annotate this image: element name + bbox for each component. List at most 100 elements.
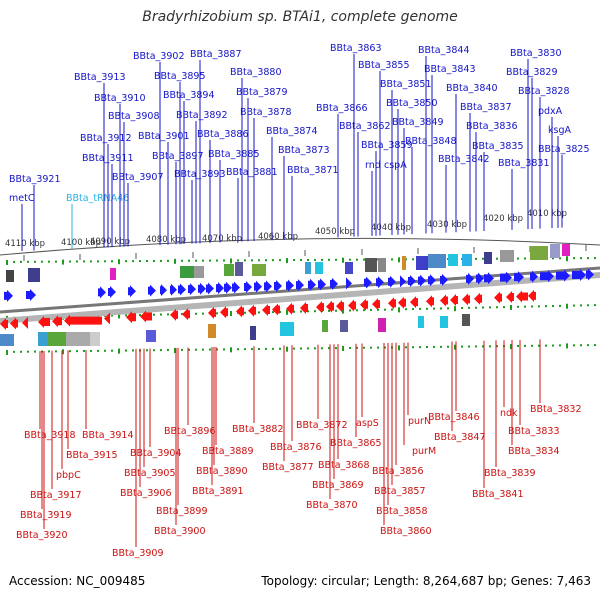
- reverse-feature-box: [322, 320, 328, 332]
- forward-gene-arrow: [232, 281, 240, 294]
- reverse-dot-track-upper: [335, 309, 337, 312]
- reverse-dot-track-lower: [342, 346, 344, 352]
- gene-label-rnd: rnd: [365, 160, 381, 171]
- forward-dot-track: [265, 259, 267, 262]
- reverse-dot-track-lower: [440, 345, 442, 348]
- reverse-dot-track-lower: [272, 347, 274, 350]
- forward-gene-arrow: [586, 268, 594, 281]
- gene-label-bbta-3837: BBta_3837: [460, 102, 512, 113]
- forward-gene-arrow: [572, 269, 586, 282]
- gene-label-bbta-3909: BBta_3909: [112, 548, 164, 559]
- reverse-feature-box: [250, 326, 256, 340]
- forward-dot-track: [594, 257, 596, 260]
- reverse-gene-arrow: [64, 314, 102, 327]
- reverse-gene-arrow: [182, 308, 190, 321]
- forward-feature-box: [110, 268, 116, 280]
- gene-label-bbta-3869: BBta_3869: [312, 480, 364, 491]
- forward-gene-arrow: [418, 274, 426, 287]
- gene-label-bbta-3908: BBta_3908: [108, 111, 160, 122]
- scale-line: [0, 237, 600, 256]
- reverse-dot-track-lower: [223, 348, 225, 351]
- gene-label-bbta-3920: BBta_3920: [16, 530, 68, 541]
- reverse-dot-track-upper: [440, 307, 442, 310]
- reverse-dot-track-lower: [335, 347, 337, 350]
- gene-label-purm: purM: [412, 446, 436, 457]
- reverse-dot-track-lower: [69, 350, 71, 353]
- gene-label-ksga: ksgA: [548, 125, 571, 136]
- gene-label-bbta-3849: BBta_3849: [392, 117, 444, 128]
- reverse-dot-track-lower: [258, 347, 260, 350]
- reverse-dot-track-upper: [328, 309, 330, 312]
- forward-gene-arrow: [148, 284, 156, 297]
- reverse-gene-arrow: [348, 299, 356, 312]
- reverse-dot-track-lower: [524, 344, 526, 347]
- forward-feature-box: [28, 268, 40, 282]
- reverse-gene-arrow: [272, 303, 280, 316]
- forward-dot-track: [55, 260, 57, 263]
- accession-text: Accession: NC_009485: [9, 574, 146, 588]
- gene-label-bbta-3840: BBta_3840: [446, 83, 498, 94]
- reverse-feature-box: [90, 332, 100, 346]
- gene-label-purn: purN: [408, 416, 431, 427]
- reverse-dot-track-lower: [370, 346, 372, 349]
- forward-feature-box: [6, 270, 14, 282]
- forward-dot-track: [167, 259, 169, 262]
- forward-feature-box: [180, 266, 194, 278]
- forward-dot-track: [398, 257, 400, 263]
- forward-dot-track: [587, 257, 589, 260]
- gene-label-bbta-3846: BBta_3846: [428, 412, 480, 423]
- gene-label-bbta-3891: BBta_3891: [192, 486, 244, 497]
- gene-label-bbta-3912: BBta_3912: [80, 133, 132, 144]
- reverse-dot-track-lower: [426, 346, 428, 349]
- reverse-dot-track-lower: [167, 349, 169, 352]
- reverse-dot-track-lower: [356, 346, 358, 349]
- forward-dot-track: [216, 259, 218, 262]
- gene-label-bbta-3917: BBta_3917: [30, 490, 82, 501]
- reverse-dot-track-upper: [426, 307, 428, 310]
- forward-gene-arrow: [4, 289, 13, 302]
- gene-label-bbta-3874: BBta_3874: [266, 126, 318, 137]
- forward-gene-arrow: [178, 283, 186, 296]
- forward-dot-track: [125, 260, 127, 263]
- forward-gene-arrow: [98, 286, 106, 299]
- reverse-feature-box: [38, 332, 48, 346]
- reverse-dot-track-lower: [181, 348, 183, 351]
- gene-label-bbta-3871: BBta_3871: [287, 165, 339, 176]
- reverse-gene-arrow: [388, 297, 396, 310]
- reverse-dot-track-lower: [363, 346, 365, 349]
- feature-tracks: [0, 244, 570, 346]
- forward-dot-track: [314, 258, 316, 261]
- forward-dot-track: [153, 259, 155, 262]
- reverse-dot-track-lower: [202, 348, 204, 351]
- gene-label-bbta-3914: BBta_3914: [82, 430, 134, 441]
- reverse-dot-track-lower: [447, 345, 449, 348]
- forward-feature-box: [365, 258, 377, 272]
- gene-label-bbta-3895: BBta_3895: [154, 71, 206, 82]
- reverse-strand-arrows: [0, 289, 536, 330]
- topology-text: Topology: circular; Length: 8,264,687 bp…: [261, 574, 591, 588]
- backbone-shadow: [0, 272, 600, 324]
- reverse-feature-box: [0, 334, 14, 346]
- forward-gene-arrow: [274, 279, 282, 292]
- forward-dot-track: [223, 259, 225, 262]
- reverse-dot-track-lower: [55, 350, 57, 353]
- forward-dot-track: [104, 260, 106, 263]
- forward-dot-track: [244, 259, 246, 262]
- gene-label-bbta-3844: BBta_3844: [418, 45, 470, 56]
- gene-label-bbta-3872: BBta_3872: [296, 420, 348, 431]
- gene-label-bbta-3851: BBta_3851: [380, 79, 432, 90]
- gene-label-bbta-3839: BBta_3839: [484, 468, 536, 479]
- forward-feature-box: [562, 244, 570, 256]
- gene-label-bbta-3901: BBta_3901: [138, 131, 190, 142]
- forward-dot-track: [573, 257, 575, 260]
- reverse-gene-arrow: [528, 289, 536, 302]
- reverse-dot-track-lower: [20, 350, 22, 353]
- forward-gene-arrow: [466, 272, 474, 285]
- gene-label-bbta-3905: BBta_3905: [124, 468, 176, 479]
- reverse-dot-track-lower: [517, 344, 519, 347]
- forward-gene-arrow: [188, 283, 196, 296]
- forward-dot-track: [321, 258, 323, 261]
- reverse-gene-labels: BBta_3918 BBta_3919 BBta_3920 BBta_3917 pbpC…: [16, 339, 582, 559]
- forward-gene-arrow: [286, 279, 294, 292]
- forward-dot-track: [13, 260, 15, 263]
